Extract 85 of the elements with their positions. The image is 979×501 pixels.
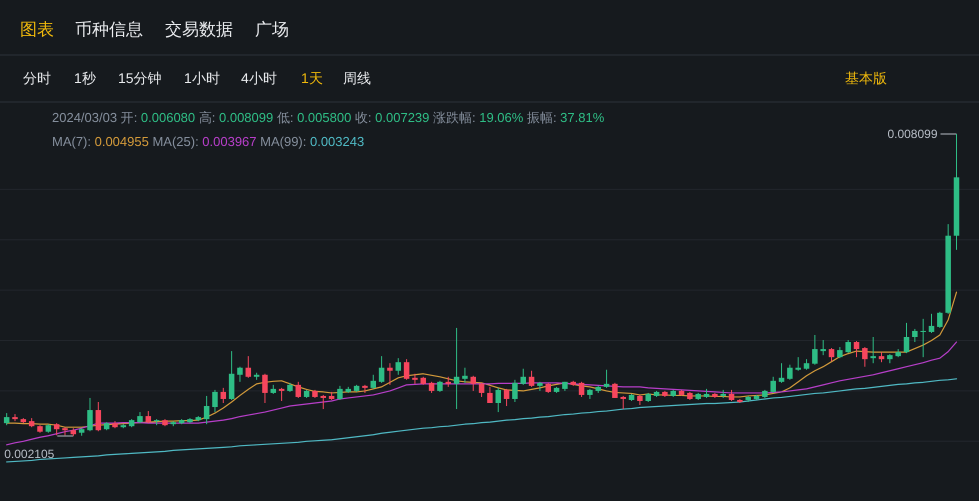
candlestick: [296, 381, 302, 398]
candlestick: [928, 313, 934, 334]
candlestick: [220, 387, 226, 404]
text: 交易数据: [165, 20, 233, 39]
candlestick: [320, 394, 326, 410]
candlestick: [462, 367, 468, 384]
candlestick: [937, 311, 943, 328]
candlestick: [387, 362, 393, 386]
candlestick: [645, 392, 651, 402]
candlestick: [470, 375, 476, 392]
candlestick: [728, 389, 734, 402]
candlestick: [537, 381, 543, 392]
annotation: 0.008099: [887, 127, 938, 141]
candlestick: [437, 380, 443, 392]
candlestick: [454, 327, 460, 410]
annotation: MA(7): 0.004955 MA(25): 0.003967 MA(99): 0.003243: [52, 134, 364, 149]
text: 1小时: [184, 70, 220, 86]
candlestick: [845, 340, 851, 354]
candlestick: [920, 318, 926, 358]
text: 1天: [301, 70, 323, 86]
candlestick: [637, 394, 643, 406]
text: 分时: [23, 70, 51, 86]
candlestick: [287, 382, 293, 392]
text: 广场: [255, 20, 289, 39]
candlestick: [578, 381, 584, 398]
candlestick: [704, 388, 710, 398]
candlestick: [612, 382, 618, 398]
candlestick: [487, 386, 493, 404]
candlestick: [812, 334, 818, 366]
candlestick: [146, 410, 152, 424]
candlestick: [520, 368, 526, 386]
candlestick: [787, 364, 793, 380]
candlestick: [137, 412, 143, 424]
text: 15分钟: [118, 70, 162, 86]
text: 基本版: [845, 70, 887, 86]
text: 2024/03/03 开: 0.006080 高: 0.008099 低: 0.005800 收: 0.007239 涨跌幅: 19.06% 振幅: 37.81%: [52, 110, 604, 125]
candlestick: [778, 362, 784, 384]
candlestick: [412, 373, 418, 384]
candlestick: [820, 340, 826, 356]
candlestick: [270, 384, 276, 394]
candlestick: [587, 388, 593, 400]
candlestick: [854, 340, 860, 358]
candlestick: [828, 348, 834, 362]
candlestick: [478, 382, 484, 398]
candlestick: [545, 382, 551, 394]
candlestick: [837, 346, 843, 359]
text: 1秒: [74, 70, 96, 86]
candlestick: [604, 369, 610, 388]
candlestick: [428, 381, 434, 394]
text: 币种信息: [75, 20, 143, 39]
candlestick: [912, 328, 918, 343]
text: 周线: [343, 70, 371, 86]
candlestick: [212, 389, 218, 413]
candlestick: [870, 336, 876, 364]
candlestick: [54, 422, 60, 436]
candlestick: [96, 401, 102, 432]
candlestick: [396, 358, 402, 376]
candlestick: [904, 322, 910, 354]
candlestick: [446, 376, 452, 388]
candlestick: [246, 356, 252, 378]
candlestick: [28, 418, 34, 428]
text: 4小时: [241, 70, 277, 86]
candlestick: [237, 366, 243, 382]
candlestick: [496, 387, 501, 413]
candlestick: [504, 388, 510, 407]
candlestick: [337, 385, 343, 400]
candlestick: [278, 387, 284, 402]
candlestick: [804, 358, 810, 370]
candlestick: [795, 356, 801, 372]
candlestick: [404, 358, 410, 380]
candlestick: [378, 356, 384, 384]
candlestick: [204, 395, 210, 425]
text: 0.002105: [4, 447, 55, 461]
candlestick: [370, 374, 376, 390]
candlestick: [4, 412, 10, 426]
text: 图表: [20, 20, 54, 39]
candlestick: [887, 354, 893, 364]
candlestick: [528, 370, 534, 388]
candlestick: [620, 395, 626, 410]
candlestick: [87, 397, 93, 432]
candlestick: [862, 346, 868, 368]
candlestick: [878, 352, 884, 363]
candlestick: [512, 379, 518, 402]
candlestick: [262, 373, 268, 404]
candlestick: [770, 376, 776, 394]
